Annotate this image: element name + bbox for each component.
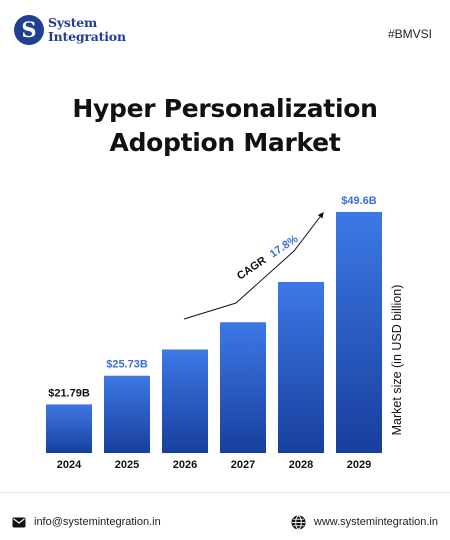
page-title: Hyper Personalization Adoption Market [0, 92, 450, 160]
logo-text: System Integration [48, 15, 126, 44]
bar-2027 [220, 322, 266, 453]
cagr-value: 17.8% [268, 233, 301, 261]
bar-2024 [46, 404, 92, 453]
bar-2029 [336, 211, 382, 453]
x-tick-label: 2026 [173, 459, 197, 471]
x-tick-label: 2025 [115, 459, 139, 471]
bar-chart: 2024 $21.79B 2025 $25.73B 2026 2027 2028 2029 $4… [46, 195, 404, 471]
email-text[interactable]: info@systemintegration.in [34, 516, 161, 528]
trend-arrow [183, 212, 324, 320]
data-label: $49.6B [341, 195, 377, 207]
globe-icon [291, 514, 306, 530]
y-axis-label: Market size (in USD billion) [390, 285, 404, 436]
bar-2026 [162, 349, 208, 453]
x-tick-label: 2027 [231, 459, 255, 471]
logo-mark: S [14, 15, 44, 45]
hashtag: #BMVSI [387, 27, 432, 41]
bar-2025 [104, 375, 150, 453]
logo: S System Integration [14, 14, 144, 48]
mail-icon [12, 517, 26, 527]
x-tick-label: 2029 [347, 459, 371, 471]
title-line: Hyper Personalization [72, 94, 378, 123]
footer-divider [0, 492, 450, 493]
data-label: $21.79B [48, 387, 90, 399]
title-line: Adoption Market [109, 128, 341, 157]
x-tick-label: 2024 [57, 459, 82, 471]
footer-email[interactable]: info@systemintegration.in [12, 513, 161, 531]
website-text[interactable]: www.systemintegration.in [313, 516, 438, 528]
x-tick-label: 2028 [289, 459, 313, 471]
data-label: $25.73B [106, 359, 148, 371]
footer-website[interactable]: www.systemintegration.in [291, 513, 438, 531]
bar-2028 [278, 281, 324, 453]
